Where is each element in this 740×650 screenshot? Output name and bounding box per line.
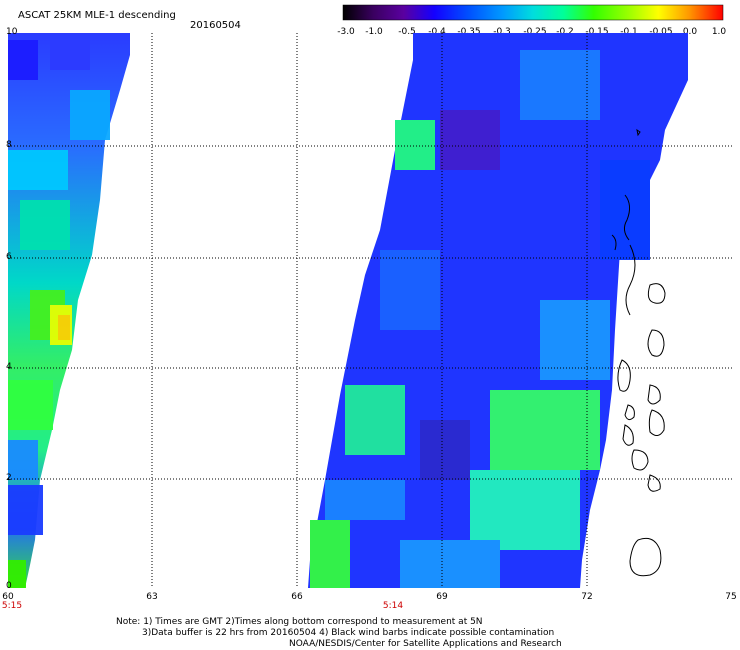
y-tick-label: 4 (6, 362, 12, 372)
colorbar-tick-label: -0.2 (556, 27, 574, 37)
colorbar-tick-label: -0.3 (493, 27, 511, 37)
colorbar-tick-label: -0.4 (428, 27, 446, 37)
x-tick-label: 66 (291, 592, 303, 602)
colorbar-tick-label: -0.15 (585, 27, 609, 37)
colorbar-tick-label: -3.0 (337, 27, 355, 37)
footer-note-line1: Note: 1) Times are GMT 2)Times along bot… (116, 617, 483, 627)
colorbar-tick-label: -0.1 (620, 27, 638, 37)
island-outlines (611, 128, 666, 577)
colorbar-tick-label: 1.0 (711, 27, 727, 37)
colorbar (342, 4, 724, 21)
y-tick-label: 2 (6, 473, 12, 483)
footer-note-line3: NOAA/NESDIS/Center for Satellite Applica… (289, 639, 562, 649)
y-tick-label: 0 (6, 581, 12, 591)
grid (8, 33, 733, 588)
x-tick-label: 63 (146, 592, 158, 602)
colorbar-tick-label: -0.5 (398, 27, 416, 37)
colorbar-labels: -3.0 -1.0 -0.5 -0.4 -0.35 -0.3 -0.25 -0.… (337, 27, 727, 38)
y-tick-label: 10 (6, 27, 18, 37)
footer-note-line2: 3)Data buffer is 22 hrs from 20160504 4)… (142, 628, 555, 638)
swath-right-cells (310, 50, 650, 588)
pass-time: 5:15 (1, 601, 23, 611)
map-date: 20160504 (190, 20, 241, 31)
swath-left-cells (8, 40, 110, 588)
map-title: ASCAT 25KM MLE-1 descending (18, 10, 176, 21)
x-tick-label: 72 (581, 592, 593, 602)
x-tick-label: 60 (2, 592, 14, 602)
colorbar-tick-label: -1.0 (365, 27, 383, 37)
x-tick-label: 69 (436, 592, 448, 602)
x-tick-label: 75 (725, 592, 737, 602)
y-tick-label: 6 (6, 252, 12, 262)
colorbar-tick-label: -0.25 (523, 27, 547, 37)
pass-time: 5:14 (382, 601, 404, 611)
colorbar-tick-label: -0.35 (457, 27, 481, 37)
colorbar-tick-label: 0.0 (682, 27, 698, 37)
colorbar-tick-label: -0.05 (649, 27, 673, 37)
y-tick-label: 8 (6, 140, 12, 150)
